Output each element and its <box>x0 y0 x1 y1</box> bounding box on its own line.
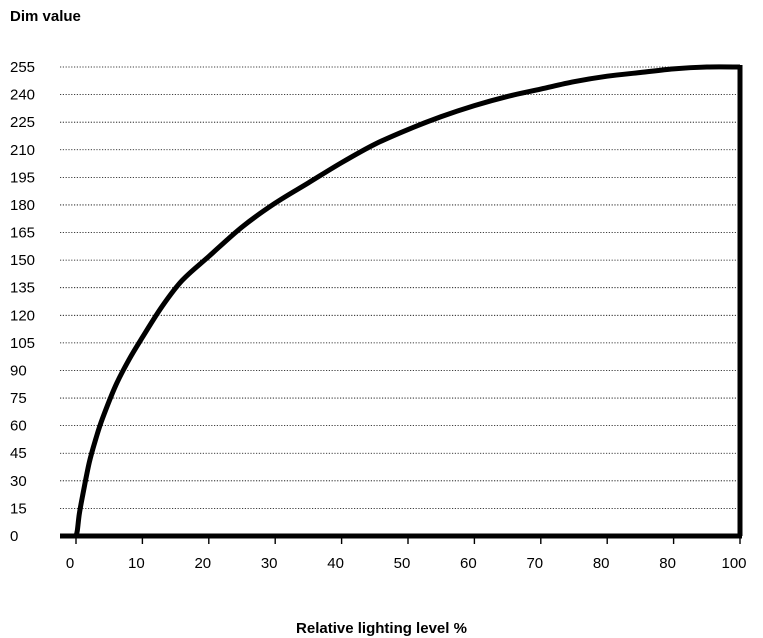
y-tick-label-240: 240 <box>10 87 35 104</box>
y-tick-label-0: 0 <box>10 528 18 545</box>
x-tick-label-40: 40 <box>327 555 344 572</box>
axes <box>60 65 743 539</box>
y-axis-title: Dim value <box>10 8 81 25</box>
y-tick-label-15: 15 <box>10 500 27 517</box>
y-tick-label-90: 90 <box>10 362 27 379</box>
y-tick-label-210: 210 <box>10 142 35 159</box>
x-tick-label-0: 0 <box>66 555 74 572</box>
y-tick-labels: 0 15 30 45 60 75 90 105 120 135 150 165 180 195 210 225… <box>10 59 35 545</box>
x-tick-label-70: 70 <box>526 555 543 572</box>
x-tick-label-90: 80 <box>659 555 676 572</box>
y-tick-label-180: 180 <box>10 197 35 214</box>
series-group <box>73 64 741 537</box>
y-tick-label-255: 255 <box>10 59 35 76</box>
y-tick-label-135: 135 <box>10 280 35 297</box>
x-tick-labels: 0 10 20 30 40 50 60 70 80 80 100 <box>66 536 747 572</box>
series-line-0 <box>73 64 741 537</box>
y-tick-label-150: 150 <box>10 252 35 269</box>
y-tick-label-60: 60 <box>10 418 27 435</box>
x-tick-label-10: 10 <box>128 555 145 572</box>
x-tick-label-50: 50 <box>394 555 411 572</box>
x-tick-label-20: 20 <box>194 555 211 572</box>
y-tick-label-225: 225 <box>10 114 35 131</box>
y-tick-label-30: 30 <box>10 473 27 490</box>
x-tick-label-30: 30 <box>261 555 278 572</box>
y-tick-label-165: 165 <box>10 225 35 242</box>
grid-lines <box>60 66 740 509</box>
y-tick-label-120: 120 <box>10 307 35 324</box>
y-tick-label-105: 105 <box>10 335 35 352</box>
y-tick-label-195: 195 <box>10 169 35 186</box>
x-tick-label-60: 60 <box>460 555 477 572</box>
x-tick-label-80: 80 <box>593 555 610 572</box>
y-tick-label-75: 75 <box>10 390 27 407</box>
x-axis-title: Relative lighting level % <box>296 620 467 637</box>
x-tick-label-100: 100 <box>721 555 746 572</box>
y-tick-label-45: 45 <box>10 445 27 462</box>
